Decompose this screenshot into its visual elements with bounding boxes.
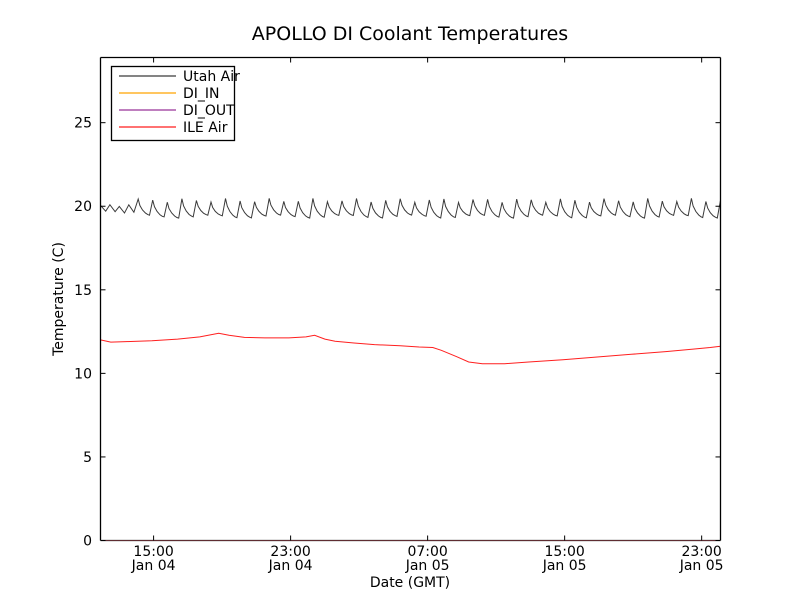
x-tick-date: Jan 05	[542, 558, 587, 574]
y-tick-label: 15	[74, 283, 92, 299]
legend-item-di-in: DI_IN	[119, 86, 220, 102]
y-tick-label: 25	[74, 116, 92, 132]
legend-item-di-out: DI_OUT	[119, 103, 235, 119]
y-axis-label: Temperature (C)	[51, 242, 67, 357]
legend-label-di-out: DI_OUT	[183, 103, 235, 119]
y-tick-label: 0	[83, 534, 92, 550]
x-tick-time: 15:00	[133, 544, 173, 560]
axes-spines	[99, 56, 722, 542]
series-line-utah-air	[100, 197, 721, 219]
legend-label-di-in: DI_IN	[183, 86, 220, 102]
legend-label-ile-air: ILE Air	[183, 120, 228, 136]
x-tick-date: Jan 04	[131, 558, 176, 574]
series-lines	[100, 197, 721, 541]
axis-ticks	[100, 57, 721, 541]
x-tick-time: 23:00	[270, 544, 310, 560]
x-tick-time: 23:00	[681, 544, 721, 560]
series-line-ile-air	[100, 332, 721, 365]
x-tick-time: 15:00	[544, 544, 584, 560]
legend-box	[110, 65, 236, 142]
x-tick-date: Jan 05	[679, 558, 724, 574]
x-tick-date: Jan 04	[268, 558, 313, 574]
x-tick-date: Jan 05	[405, 558, 450, 574]
legend-item-utah-air: Utah Air	[119, 69, 240, 85]
legend-item-ile-air: ILE Air	[119, 120, 228, 136]
legend-label-utah-air: Utah Air	[183, 69, 240, 85]
y-tick-label: 20	[74, 199, 92, 215]
chart-title: APOLLO DI Coolant Temperatures	[252, 23, 568, 45]
y-tick-label: 10	[74, 366, 92, 382]
x-tick-time: 07:00	[407, 544, 447, 560]
x-axis-label: Date (GMT)	[370, 575, 450, 591]
legend: Utah Air DI_IN DI_OUT ILE Air	[110, 65, 240, 142]
y-tick-label: 5	[83, 450, 92, 466]
